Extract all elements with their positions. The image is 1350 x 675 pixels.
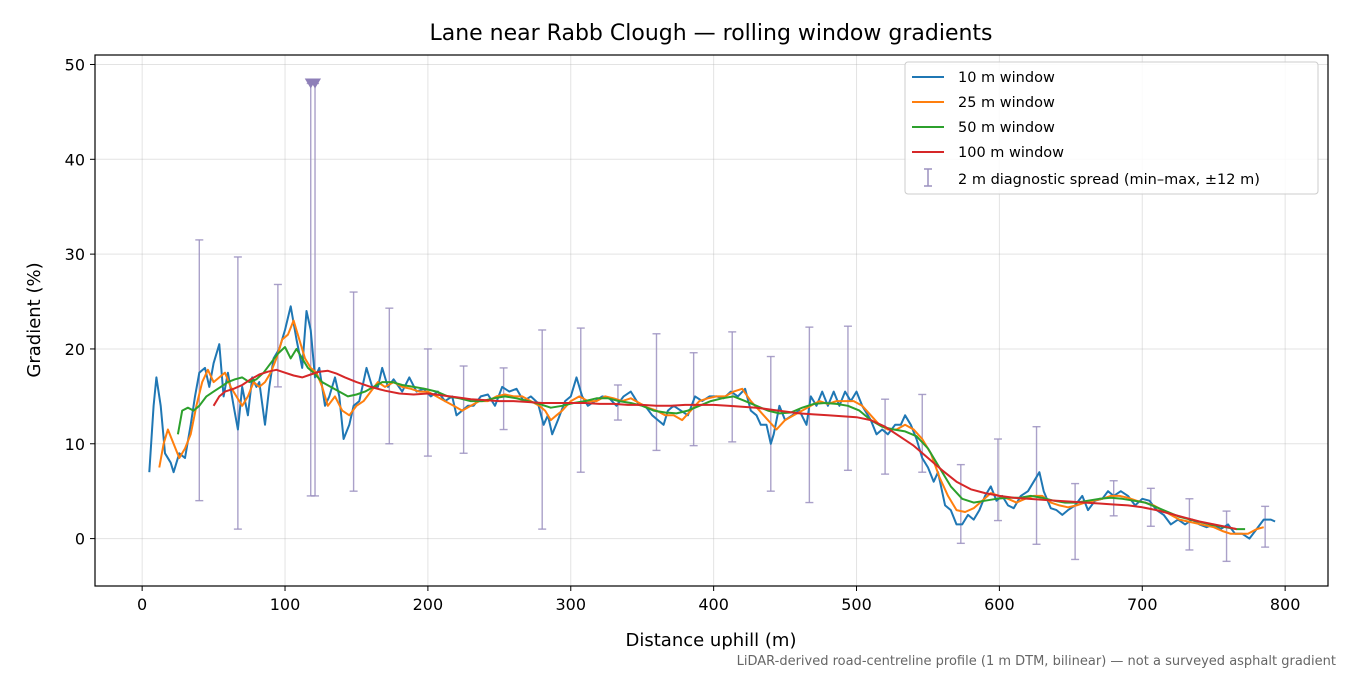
spread-bar <box>1222 510 1231 563</box>
spread-bar <box>385 307 394 445</box>
legend-swatch-spread <box>924 168 932 187</box>
spread-bar <box>306 82 315 497</box>
spread-bar <box>538 329 547 530</box>
spread-bar <box>499 367 508 431</box>
legend-label-25m: 25 m window <box>958 95 1055 111</box>
spread-bar <box>993 438 1002 522</box>
clipped-markers <box>304 78 322 89</box>
spread-bar <box>728 331 737 443</box>
x-tick-label: 700 <box>1127 595 1158 614</box>
spread-bar <box>652 333 661 452</box>
spread-bar <box>1261 505 1270 548</box>
diagnostic-spread-bars <box>195 82 1270 563</box>
y-axis-label: Gradient (%) <box>24 262 45 377</box>
chart-title: Lane near Rabb Clough — rolling window g… <box>429 21 992 46</box>
spread-bar <box>1071 482 1080 561</box>
y-tick-label: 20 <box>65 340 85 359</box>
series-line-25-m-window <box>158 319 1264 535</box>
spread-bar <box>1146 487 1155 527</box>
x-tick-label: 300 <box>555 595 586 614</box>
clipped-marker <box>309 78 322 89</box>
legend-label-spread: 2 m diagnostic spread (min–max, ±12 m) <box>958 172 1260 188</box>
x-tick-label: 100 <box>270 595 301 614</box>
spread-bar <box>195 239 204 502</box>
legend-label-50m: 50 m window <box>958 120 1055 136</box>
spread-bar <box>881 398 890 475</box>
y-tick-label: 40 <box>65 150 85 169</box>
legend: 10 m window 25 m window 50 m window 100 … <box>904 61 1319 195</box>
series-line-100-m-window <box>212 368 1237 531</box>
spread-bar <box>311 82 320 497</box>
spread-bar <box>576 327 585 473</box>
x-tick-label: 500 <box>841 595 872 614</box>
legend-label-100m: 100 m window <box>958 145 1064 161</box>
y-tick-label: 0 <box>75 530 85 549</box>
series-lines <box>148 305 1276 540</box>
spread-bar <box>1185 498 1194 551</box>
legend-label-10m: 10 m window <box>958 70 1055 86</box>
y-tick-label: 30 <box>65 245 85 264</box>
x-axis-ticks: 0 100 200 300 400 500 600 700 800 <box>137 586 1300 614</box>
x-tick-label: 400 <box>698 595 729 614</box>
spread-bar <box>1032 426 1041 545</box>
legend-box <box>904 61 1319 195</box>
spread-bar <box>349 291 358 492</box>
x-tick-label: 0 <box>137 595 147 614</box>
x-axis-label: Distance uphill (m) <box>626 630 797 651</box>
spread-bar <box>956 463 965 545</box>
spread-bar <box>918 393 927 473</box>
y-tick-label: 10 <box>65 435 85 454</box>
spread-bar <box>233 256 242 530</box>
x-tick-label: 600 <box>984 595 1015 614</box>
x-tick-label: 200 <box>413 595 444 614</box>
y-tick-label: 50 <box>65 55 85 74</box>
footnote: LiDAR-derived road-centreline profile (1… <box>737 654 1336 669</box>
plot-frame <box>94 54 1329 587</box>
spread-bar <box>423 348 432 457</box>
y-axis-ticks: 0 10 20 30 40 50 <box>65 55 95 549</box>
x-tick-label: 800 <box>1270 595 1301 614</box>
